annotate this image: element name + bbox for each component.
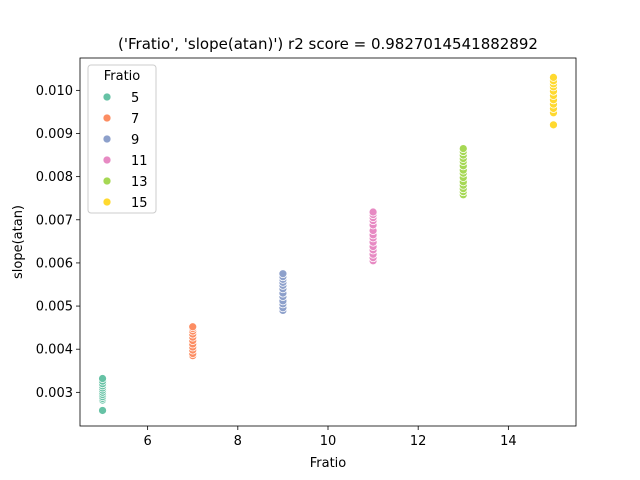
legend-marker [102, 197, 112, 207]
x-axis-label: Fratio [310, 456, 347, 471]
data-point [278, 269, 288, 279]
y-tick-label: 0.004 [36, 343, 73, 358]
x-tick-label: 6 [143, 434, 151, 449]
legend-marker [102, 92, 112, 102]
plot-area: 6 8 10 12 14 0.0030.0040.0050.0060.0070.0080… [36, 57, 577, 449]
y-tick-label: 0.006 [36, 256, 73, 271]
data-point [98, 374, 107, 383]
legend-box [87, 64, 157, 214]
y-tick-label: 0.003 [36, 386, 73, 401]
y-axis-ticks: 0.003 0.004 0.005 0.006 0.007 0.008 0.009 0.010 [36, 84, 80, 401]
x-tick-label: 12 [410, 434, 427, 449]
legend-marker [102, 155, 112, 165]
legend-items: 5 7 9 11 13 15 [102, 91, 148, 211]
legend-label: 7 [131, 112, 139, 127]
y-axis-label: slope(atan) [11, 205, 26, 279]
legend-marker [102, 176, 112, 186]
data-point [549, 120, 558, 130]
legend-title: Fratio [104, 69, 141, 84]
y-tick-label: 0.010 [36, 84, 73, 99]
data-point [458, 144, 468, 153]
data-point [549, 73, 558, 82]
legend-marker [102, 134, 112, 144]
chart-title: ('Fratio', 'slope(atan)') r2 score = 0.9… [118, 35, 538, 53]
legend-marker [102, 113, 112, 123]
data-points [98, 73, 558, 415]
legend-label: 13 [131, 175, 148, 190]
x-tick-label: 14 [500, 434, 517, 449]
legend-label: 9 [131, 133, 139, 148]
x-axis-ticks: 6 8 10 12 14 [143, 426, 517, 449]
data-point [98, 406, 107, 415]
data-point [188, 322, 198, 332]
legend-label: 11 [131, 154, 148, 169]
legend: Fratio 5 7 9 11 13 15 [87, 64, 157, 214]
x-tick-label: 8 [234, 434, 242, 449]
y-tick-label: 0.009 [36, 127, 73, 142]
legend-label: 15 [131, 196, 148, 211]
data-point [368, 207, 378, 217]
y-tick-label: 0.008 [36, 170, 73, 185]
x-tick-label: 10 [320, 434, 337, 449]
y-tick-label: 0.005 [36, 300, 73, 315]
y-tick-label: 0.007 [36, 213, 73, 228]
legend-label: 5 [131, 91, 139, 106]
